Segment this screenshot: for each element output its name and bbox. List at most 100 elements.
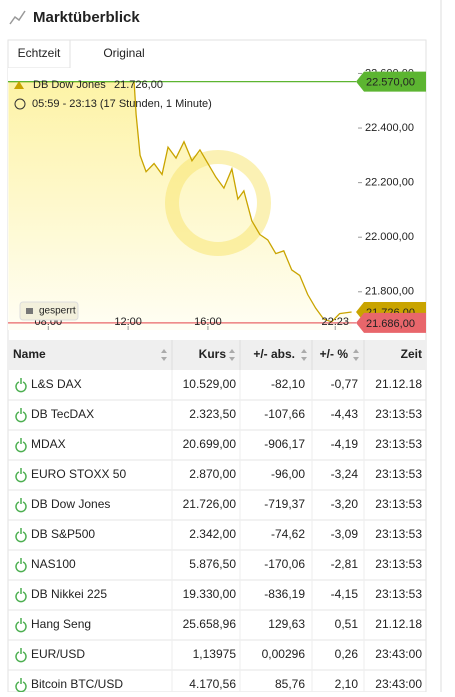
cell: 21.12.18 <box>375 617 422 631</box>
cell: 129,63 <box>268 617 305 631</box>
watermark <box>165 150 271 256</box>
cell: -170,06 <box>264 557 305 571</box>
cell: 0,51 <box>335 617 359 631</box>
status-icon <box>15 498 27 513</box>
marker-tag <box>356 312 426 333</box>
status-icon <box>15 528 27 543</box>
cell: 5.876,50 <box>189 557 236 571</box>
row-name[interactable]: NAS100 <box>31 557 76 571</box>
row-name[interactable]: EUR/USD <box>31 647 85 661</box>
cell: -4,19 <box>331 437 359 451</box>
row-name[interactable]: Bitcoin BTC/USD <box>31 677 123 691</box>
cell: 85,76 <box>275 677 305 691</box>
column-header[interactable]: Name <box>13 347 46 361</box>
cell: 23:13:53 <box>375 437 422 451</box>
cell: 19.330,00 <box>183 587 237 601</box>
x-tick-label: 16:00 <box>194 316 222 328</box>
cell: -82,10 <box>271 377 305 391</box>
cell: 21.12.18 <box>375 377 422 391</box>
row-name[interactable]: DB S&P500 <box>31 527 95 541</box>
lock-icon <box>26 308 33 314</box>
status-icon <box>15 438 27 453</box>
cell: -4,43 <box>331 407 359 421</box>
cell: -0,77 <box>331 377 359 391</box>
cell: 2.870,00 <box>189 467 236 481</box>
x-tick-label: 22:23 <box>321 316 349 328</box>
cell: 0,00296 <box>262 647 306 661</box>
cell: -836,19 <box>264 587 305 601</box>
cell: -74,62 <box>271 527 305 541</box>
status-icon <box>15 378 27 393</box>
cell: 2.342,00 <box>189 527 236 541</box>
chart: 21.800,0022.000,0022.200,0022.400,0022.6… <box>8 67 426 333</box>
tab-active[interactable] <box>7 39 71 69</box>
row-name[interactable]: EURO STOXX 50 <box>31 467 126 481</box>
cell: -906,17 <box>264 437 305 451</box>
column-header[interactable]: +/- % <box>320 347 349 361</box>
sort-icon[interactable] <box>229 349 235 361</box>
cell: -719,37 <box>264 497 305 511</box>
legend-value: 21.726,00 <box>114 79 163 91</box>
cell: 20.699,00 <box>183 437 237 451</box>
area <box>8 81 352 330</box>
header-title: Marktüberblick <box>33 9 140 26</box>
marker-label: 21.686,00 <box>366 318 415 330</box>
cell: -4,15 <box>331 587 359 601</box>
cell: 23:13:53 <box>375 407 422 421</box>
cell: 10.529,00 <box>183 377 237 391</box>
y-tick-label: 21.800,00 <box>365 286 414 298</box>
sort-icon[interactable] <box>161 349 167 361</box>
cell: -3,09 <box>331 527 359 541</box>
y-tick-label: 22.200,00 <box>365 177 414 189</box>
cell: 23:13:53 <box>375 587 422 601</box>
status-icon <box>15 648 27 663</box>
cell: 23:13:53 <box>375 467 422 481</box>
y-tick-label: 22.400,00 <box>365 122 414 134</box>
cell: 4.170,56 <box>189 677 236 691</box>
row-name[interactable]: DB Nikkei 225 <box>31 587 107 601</box>
cell: 0,26 <box>335 647 359 661</box>
cell: 2,10 <box>335 677 359 691</box>
row-name[interactable]: DB TecDAX <box>31 407 94 421</box>
tab[interactable]: Original <box>103 46 144 60</box>
x-tick-label: 12:00 <box>114 316 142 328</box>
table: Name Kurs +/- abs. +/- % Zeit L&S DAX 10.529,0… <box>8 340 426 697</box>
cell: 23:13:53 <box>375 497 422 511</box>
cell: 23:13:53 <box>375 557 422 571</box>
sort-icon[interactable] <box>301 349 307 361</box>
lock-label: gesperrt <box>39 306 76 317</box>
column-header[interactable]: Kurs <box>199 347 227 361</box>
status-icon <box>15 408 27 423</box>
line <box>8 80 352 323</box>
cell: 25.658,96 <box>183 617 237 631</box>
status-icon <box>15 558 27 573</box>
table-header <box>8 340 426 370</box>
row-name[interactable]: MDAX <box>31 437 66 451</box>
column-header[interactable]: +/- abs. <box>253 347 295 361</box>
status-icon <box>15 588 27 603</box>
column-header[interactable]: Zeit <box>401 347 422 361</box>
marker-label: 22.570,00 <box>366 77 415 89</box>
row-name[interactable]: Hang Seng <box>31 617 91 631</box>
cell: 1,13975 <box>193 647 237 661</box>
lock-box[interactable] <box>19 301 79 321</box>
row-name[interactable]: DB Dow Jones <box>31 497 110 511</box>
cell: 23:43:00 <box>375 647 422 661</box>
cell: 23:43:00 <box>375 677 422 691</box>
cell: 23:13:53 <box>375 527 422 541</box>
sort-icon[interactable] <box>353 349 359 361</box>
tab[interactable]: Echtzeit <box>18 46 61 60</box>
marker-tag <box>356 71 426 92</box>
legend-range: 05:59 - 23:13 (17 Stunden, 1 Minute) <box>32 98 212 110</box>
status-icon <box>15 468 27 483</box>
cell: -3,20 <box>331 497 359 511</box>
row-name[interactable]: L&S DAX <box>31 377 82 391</box>
cell: 21.726,00 <box>183 497 237 511</box>
y-tick-label: 22.000,00 <box>365 231 414 243</box>
status-icon <box>15 618 27 633</box>
clock-icon <box>14 98 26 110</box>
legend-name: DB Dow Jones <box>33 79 106 91</box>
legend-icon <box>14 81 24 89</box>
cell: -2,81 <box>331 557 359 571</box>
